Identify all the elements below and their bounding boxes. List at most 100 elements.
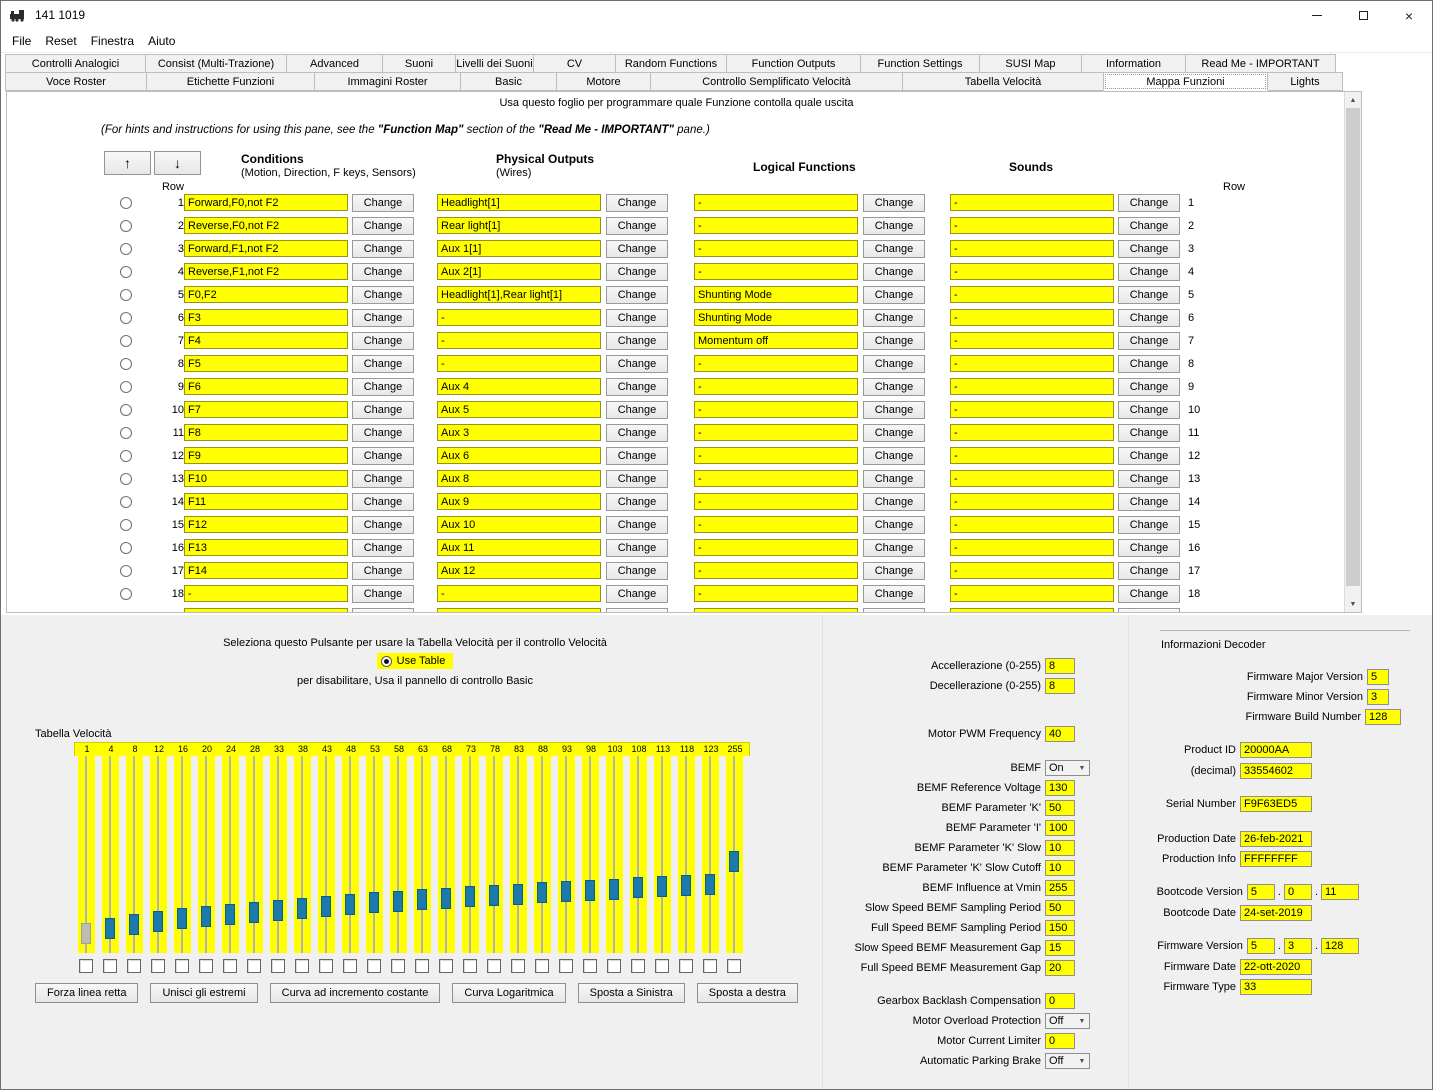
condition-field[interactable]: F8: [184, 424, 348, 441]
speed-slider[interactable]: [74, 756, 98, 953]
condition-field[interactable]: Reverse,F1,not F2: [184, 263, 348, 280]
change-sound-button[interactable]: Change: [1118, 262, 1180, 281]
bootcode-date-field[interactable]: 24-set-2019: [1240, 905, 1312, 921]
logical-function-field[interactable]: -: [694, 447, 858, 464]
tab[interactable]: Immagini Roster: [314, 72, 461, 91]
production-date-field[interactable]: 26-feb-2021: [1240, 831, 1312, 847]
logical-function-field[interactable]: -: [694, 424, 858, 441]
condition-field[interactable]: Forward,F0,not F2: [184, 194, 348, 211]
fw-build-field[interactable]: 128: [1365, 709, 1401, 725]
change-output-button[interactable]: Change: [606, 239, 668, 258]
condition-field[interactable]: F5: [184, 355, 348, 372]
speed-column-checkbox[interactable]: [386, 959, 410, 973]
row-select-radio[interactable]: [120, 449, 132, 462]
change-logical-button[interactable]: Change: [863, 515, 925, 534]
close-button[interactable]: ×: [1386, 1, 1432, 30]
speed-column-checkbox[interactable]: [698, 959, 722, 973]
motor-setting-value[interactable]: 130: [1045, 780, 1075, 796]
sound-field[interactable]: -: [950, 539, 1114, 556]
sound-field[interactable]: -: [950, 470, 1114, 487]
change-output-button[interactable]: Change: [606, 262, 668, 281]
firmware-type-field[interactable]: 33: [1240, 979, 1312, 995]
change-sound-button[interactable]: Change: [1118, 193, 1180, 212]
slider-thumb[interactable]: [561, 881, 571, 902]
tab[interactable]: Voce Roster: [5, 72, 147, 91]
row-select-radio[interactable]: [120, 380, 132, 393]
slider-thumb[interactable]: [657, 876, 667, 898]
move-row-up-button[interactable]: ↑: [104, 151, 151, 175]
physical-output-field[interactable]: -: [437, 585, 601, 602]
logical-function-field[interactable]: -: [694, 355, 858, 372]
change-condition-button[interactable]: Change: [352, 331, 414, 350]
motor-setting-value[interactable]: 100: [1045, 820, 1075, 836]
change-condition-button[interactable]: Change: [352, 308, 414, 327]
change-output-button[interactable]: Change: [606, 354, 668, 373]
change-logical-button[interactable]: Change: [863, 446, 925, 465]
change-condition-button[interactable]: Change: [352, 561, 414, 580]
slider-thumb[interactable]: [729, 850, 739, 872]
slider-thumb[interactable]: [321, 895, 331, 917]
change-sound-button[interactable]: Change: [1118, 538, 1180, 557]
speed-slider[interactable]: [338, 756, 362, 953]
change-sound-button[interactable]: Change: [1118, 377, 1180, 396]
change-logical-button[interactable]: Change: [863, 423, 925, 442]
move-row-down-button[interactable]: ↓: [154, 151, 201, 175]
row-select-radio[interactable]: [120, 564, 132, 577]
sound-field[interactable]: -: [950, 194, 1114, 211]
speed-slider[interactable]: [626, 756, 650, 953]
motor-setting-value[interactable]: 255: [1045, 880, 1075, 896]
speed-slider[interactable]: [674, 756, 698, 953]
speed-column-checkbox[interactable]: [410, 959, 434, 973]
logical-function-field[interactable]: Shunting Mode: [694, 286, 858, 303]
tab[interactable]: Information: [1081, 54, 1186, 73]
motor-setting-value[interactable]: On: [1045, 760, 1075, 776]
change-condition-button[interactable]: Change: [352, 285, 414, 304]
logical-function-field[interactable]: -: [694, 263, 858, 280]
change-condition-button[interactable]: Change: [352, 400, 414, 419]
motor-setting-value[interactable]: 0: [1045, 1033, 1075, 1049]
physical-output-field[interactable]: Aux 6: [437, 447, 601, 464]
motor-setting-value[interactable]: 10: [1045, 860, 1075, 876]
sound-field[interactable]: -: [950, 401, 1114, 418]
speed-column-checkbox[interactable]: [266, 959, 290, 973]
speed-table-button[interactable]: Curva ad incremento costante: [269, 983, 441, 1003]
menu-item[interactable]: Reset: [45, 34, 77, 48]
logical-function-field[interactable]: -: [694, 240, 858, 257]
firmware-date-field[interactable]: 22-ott-2020: [1240, 959, 1312, 975]
physical-output-field[interactable]: -: [437, 309, 601, 326]
sound-field[interactable]: -: [950, 516, 1114, 533]
row-select-radio[interactable]: [120, 219, 132, 232]
fw-major-field[interactable]: 5: [1367, 669, 1389, 685]
condition-field[interactable]: F10: [184, 470, 348, 487]
row-select-radio[interactable]: [120, 288, 132, 301]
tab[interactable]: SUSI Map: [979, 54, 1082, 73]
speed-column-checkbox[interactable]: [338, 959, 362, 973]
slider-thumb[interactable]: [345, 894, 355, 916]
firmware-minor-field[interactable]: 3: [1283, 938, 1312, 954]
change-output-button[interactable]: Change: [606, 193, 668, 212]
speed-slider[interactable]: [482, 756, 506, 953]
slider-thumb[interactable]: [513, 883, 523, 905]
physical-output-field[interactable]: Headlight[1]: [437, 194, 601, 211]
slider-thumb[interactable]: [489, 884, 499, 906]
row-select-radio[interactable]: [120, 518, 132, 531]
change-logical-button[interactable]: Change: [863, 193, 925, 212]
slider-thumb[interactable]: [585, 879, 595, 901]
speed-slider[interactable]: [530, 756, 554, 953]
production-info-field[interactable]: FFFFFFFF: [1240, 851, 1312, 867]
row-select-radio[interactable]: [120, 196, 132, 209]
condition-field[interactable]: Reverse,F0,not F2: [184, 217, 348, 234]
slider-thumb[interactable]: [369, 892, 379, 914]
change-logical-button[interactable]: Change: [863, 285, 925, 304]
change-condition-button[interactable]: Change: [352, 193, 414, 212]
tab[interactable]: Basic: [460, 72, 557, 91]
firmware-build-field[interactable]: 128: [1321, 938, 1359, 954]
tab[interactable]: Controllo Semplificato Velocità: [650, 72, 903, 91]
sound-field[interactable]: -: [950, 493, 1114, 510]
row-select-radio[interactable]: [120, 334, 132, 347]
minimize-button[interactable]: [1294, 1, 1340, 30]
tab[interactable]: Tabella Velocità: [902, 72, 1104, 91]
tab[interactable]: Function Outputs: [726, 54, 861, 73]
speed-column-checkbox[interactable]: [194, 959, 218, 973]
sound-field[interactable]: -: [950, 447, 1114, 464]
